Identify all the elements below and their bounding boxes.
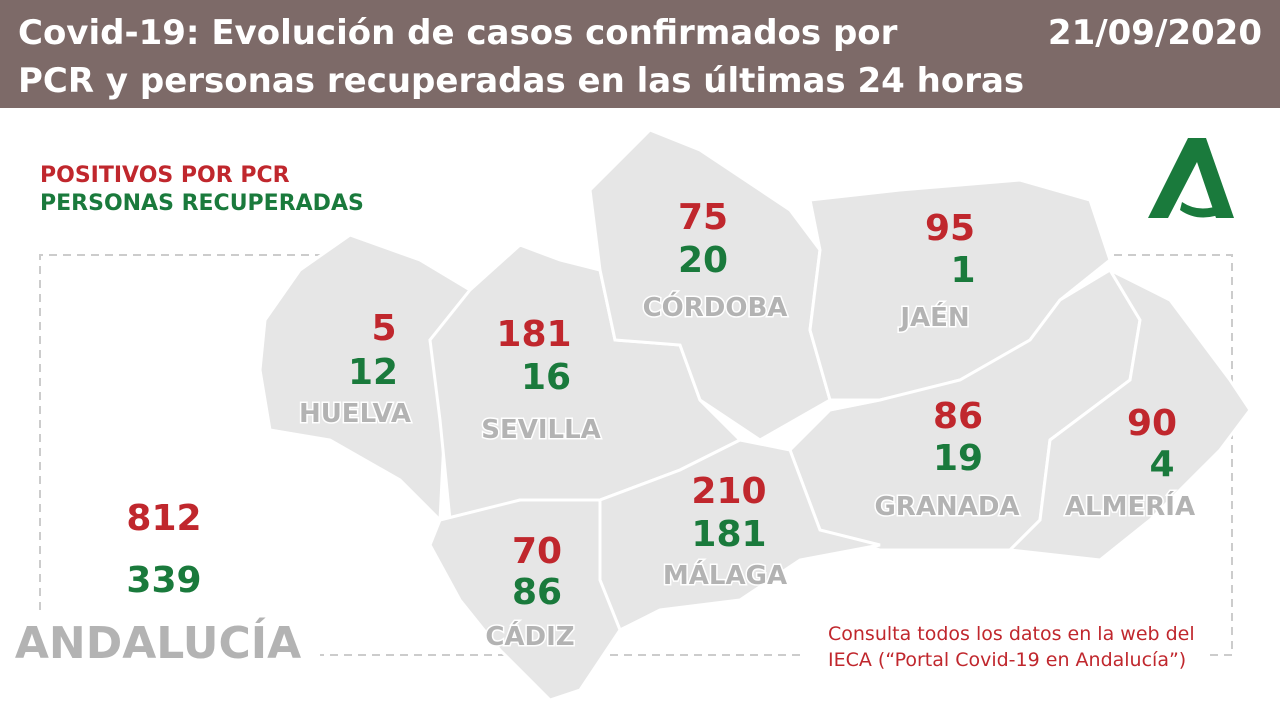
title-line: PCR y personas recuperadas en las última… [18,61,1024,101]
positives: 75 [678,197,728,238]
positives: 210 [691,471,766,512]
province-name: ALMERÍA [1065,490,1195,522]
logo [1148,138,1234,218]
recovered: 16 [521,357,571,398]
legend-positives: POSITIVOS POR PCR [40,163,290,188]
province-name: HUELVA [299,399,411,429]
date: 21/09/2020 [1048,13,1262,53]
footnote-line: Consulta todos los datos en la web del [828,623,1195,645]
legend-recovered: PERSONAS RECUPERADAS [40,191,364,216]
positives: 181 [496,314,571,355]
recovered: 4 [1149,444,1174,485]
province-shape [428,498,622,702]
positives: 5 [371,308,396,349]
positives: 70 [512,531,562,572]
total-name: ANDALUCÍA [15,616,301,669]
province-name: CÓRDOBA [643,291,788,323]
map [258,128,1252,702]
province-name: MÁLAGA [663,559,787,591]
province-name: JAÉN [898,301,969,333]
province-name: SEVILLA [481,415,601,445]
recovered: 19 [933,438,983,479]
recovered: 86 [512,572,562,613]
recovered: 12 [348,352,398,393]
positives: 95 [925,208,975,249]
recovered: 20 [678,240,728,281]
recovered: 1 [950,250,975,291]
total-positives: 812 [126,498,201,539]
total-recovered: 339 [126,560,201,601]
positives: 86 [933,396,983,437]
positives: 90 [1127,403,1177,444]
province-shape [1006,266,1252,562]
footnote-line: IECA (“Portal Covid-19 en Andalucía”) [828,649,1186,671]
province-name: GRANADA [874,492,1019,522]
province-name: CÁDIZ [485,620,574,652]
header-bar [0,0,1280,108]
title-line: Covid-19: Evolución de casos confirmados… [18,13,898,53]
recovered: 181 [691,514,766,555]
